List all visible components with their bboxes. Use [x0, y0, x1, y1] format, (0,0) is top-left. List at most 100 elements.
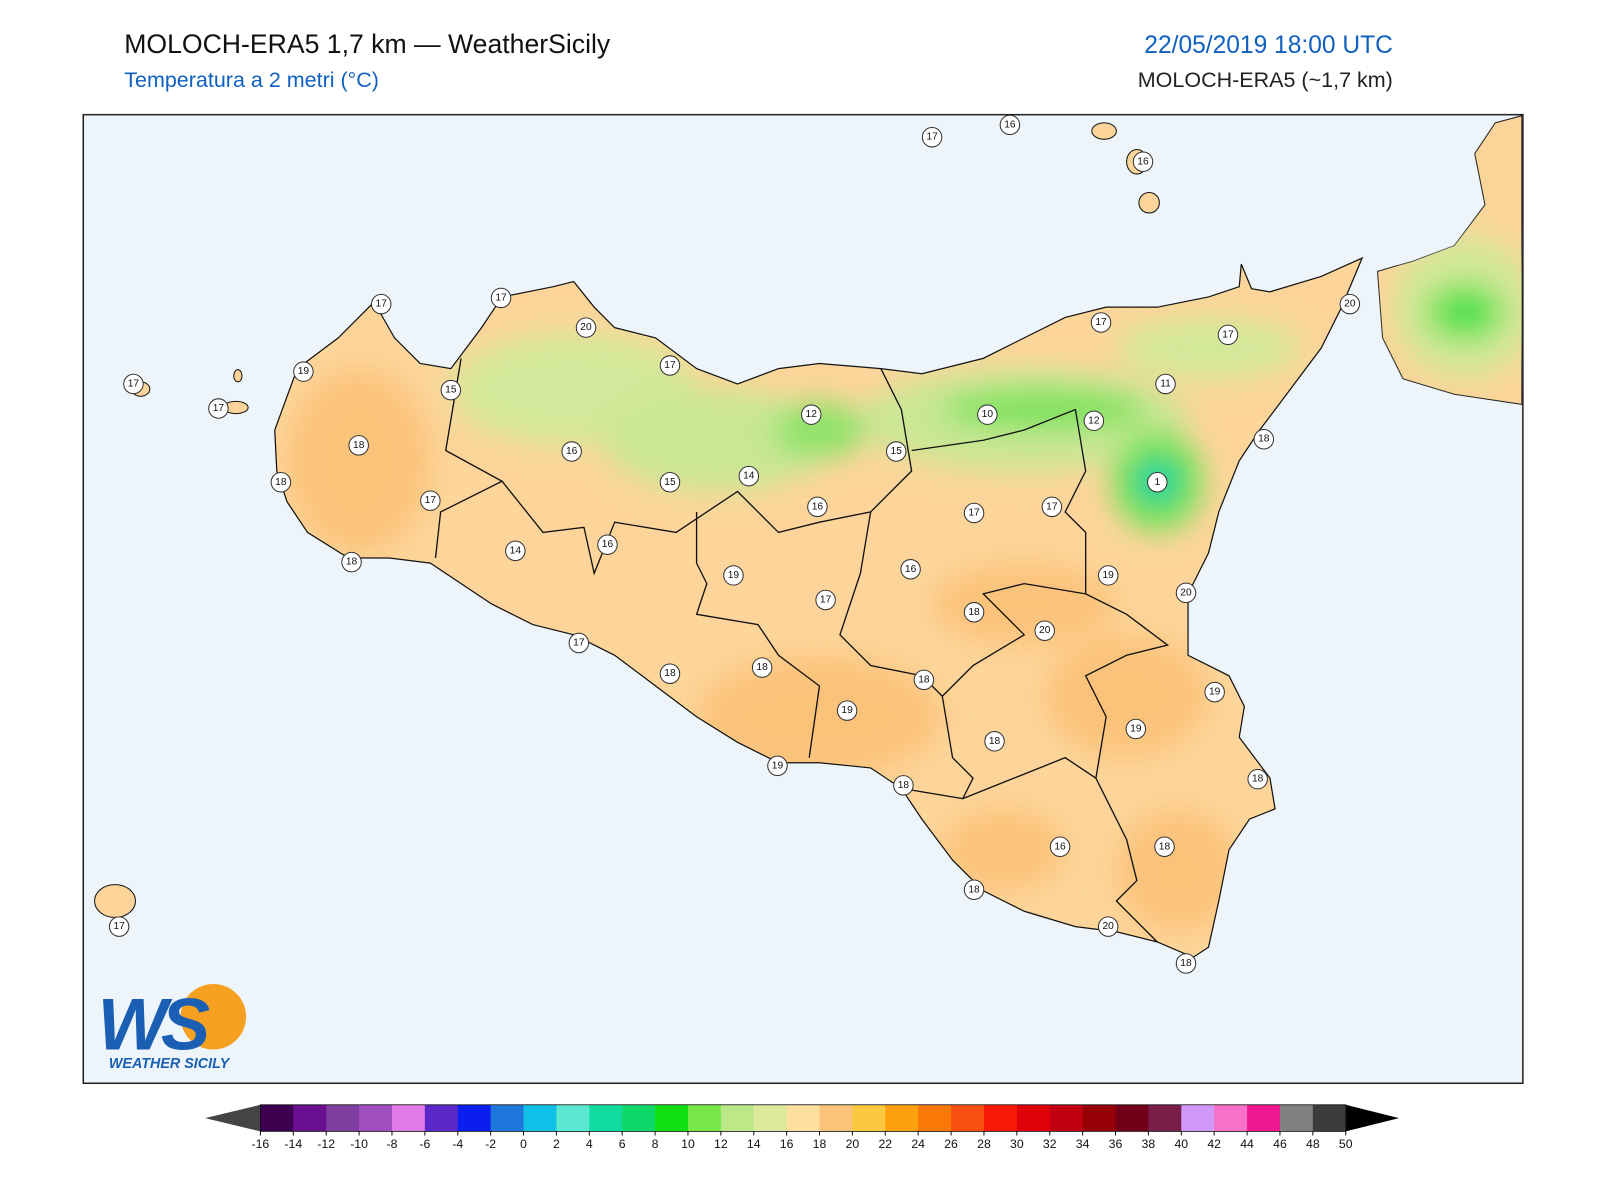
colorbar: -16 -14 -12 -10 -8 -6 -4 -2 0 2 4 6 8 10 12 14 16 18 20 22 2… — [205, 1104, 1399, 1151]
station-marker — [963, 879, 985, 900]
colorbar-swatch — [490, 1104, 525, 1132]
colorbar-tick-label: -12 — [317, 1137, 335, 1151]
station-value: 17 — [820, 595, 832, 606]
colorbar-swatch — [391, 1104, 426, 1132]
colorbar-tick-label: 6 — [619, 1137, 626, 1151]
colorbar-tick-label: 30 — [1010, 1137, 1024, 1151]
colorbar-swatch — [655, 1104, 689, 1132]
station-value: 17 — [213, 403, 225, 414]
station-marker — [963, 602, 985, 623]
station-value: 17 — [573, 638, 585, 649]
colorbar-swatch — [260, 1104, 294, 1132]
station-marker — [815, 589, 836, 611]
station-marker — [440, 379, 462, 401]
colorbar-swatch — [1148, 1104, 1182, 1132]
station-value: 17 — [1222, 329, 1234, 340]
logo-name: WEATHER SICILY — [109, 1056, 231, 1072]
station-marker — [1034, 620, 1055, 641]
station-marker — [1125, 718, 1147, 740]
colorbar-tick-label: 22 — [878, 1137, 892, 1151]
colorbar-tick-label: 0 — [520, 1137, 527, 1151]
colorbar-tick-label: 46 — [1273, 1137, 1287, 1151]
station-value: 19 — [1130, 724, 1142, 735]
colorbar-tick-label: -14 — [284, 1137, 302, 1151]
station-marker — [341, 551, 362, 573]
subtitle: Temperatura a 2 metri (°C) — [124, 68, 379, 92]
station-value: 16 — [602, 539, 614, 550]
colorbar-tick-label: -2 — [485, 1137, 496, 1151]
station-value: 19 — [1103, 570, 1115, 581]
map-frame — [82, 113, 1524, 1085]
logo-mark: WS — [98, 982, 210, 1065]
station-marker — [1097, 565, 1119, 586]
station-marker — [1253, 429, 1275, 450]
colorbar-tick-label: -6 — [419, 1137, 430, 1151]
colorbar-swatch — [1016, 1104, 1051, 1132]
logo-sun — [180, 983, 247, 1050]
station-value: 15 — [891, 446, 903, 457]
station-value: 20 — [1344, 299, 1356, 310]
station-marker — [801, 404, 822, 425]
station-value: 16 — [1004, 119, 1016, 130]
colorbar-tick-label: 32 — [1043, 1137, 1057, 1151]
colorbar-swatch — [1279, 1104, 1314, 1132]
colorbar-swatch — [1115, 1104, 1149, 1132]
station-value: 14 — [510, 545, 522, 556]
colorbar-tick-label: 42 — [1207, 1137, 1221, 1151]
station-value: 17 — [664, 360, 676, 371]
station-marker — [984, 731, 1005, 752]
colorbar-tick-label: -4 — [452, 1137, 463, 1151]
colorbar-tick-label: 34 — [1076, 1137, 1090, 1151]
colorbar-tick-label: 40 — [1174, 1137, 1188, 1151]
title: MOLOCH-ERA5 1,7 km — WeatherSicily — [124, 29, 611, 59]
station-value: 17 — [1095, 317, 1107, 328]
station-marker — [208, 398, 229, 419]
station-marker — [568, 632, 590, 654]
station-marker — [913, 669, 935, 691]
station-marker — [561, 441, 582, 462]
station-marker — [1083, 410, 1105, 432]
station-marker — [597, 534, 618, 555]
station-marker — [108, 916, 130, 937]
colorbar-swatch — [852, 1104, 886, 1132]
station-marker — [1247, 768, 1268, 790]
station-value: 17 — [128, 378, 140, 389]
station-value: 17 — [968, 507, 980, 518]
colorbar-tick-label: 18 — [813, 1137, 827, 1151]
colorbar-tick-label: 48 — [1306, 1137, 1320, 1151]
date: 22/05/2019 18:00 UTC — [1144, 32, 1393, 59]
station-value: 18 — [989, 736, 1001, 747]
station-value: 18 — [346, 557, 358, 568]
station-value: 11 — [1160, 378, 1171, 389]
colorbar-swatch — [918, 1104, 952, 1132]
colorbar-swatch — [1247, 1104, 1281, 1132]
colorbar-swatch — [622, 1104, 656, 1132]
station-marker — [1090, 312, 1112, 333]
colorbar-swatch — [687, 1104, 722, 1132]
colorbar-under — [205, 1104, 261, 1132]
colorbar-tick-label: 12 — [714, 1137, 728, 1151]
station-value: 17 — [1046, 501, 1058, 512]
station-marker — [751, 657, 773, 678]
station-marker — [767, 755, 788, 777]
station-marker — [659, 355, 681, 376]
station-marker — [370, 293, 392, 315]
station-marker — [738, 465, 760, 487]
station-value: 18 — [353, 440, 365, 451]
station-marker — [123, 373, 144, 395]
station-value: 20 — [580, 322, 592, 333]
colorbar-tick-label: 38 — [1142, 1137, 1156, 1151]
station-value: 19 — [1209, 687, 1221, 698]
colorbar-swatch — [589, 1104, 623, 1132]
colorbar-swatch — [424, 1104, 459, 1132]
station-value: 19 — [841, 705, 853, 716]
station-value: 18 — [898, 780, 910, 791]
colorbar-swatch — [523, 1104, 557, 1132]
station-value: 15 — [445, 385, 457, 396]
station-value: 17 — [495, 292, 507, 303]
station-value: 16 — [1054, 841, 1066, 852]
colorbar-swatch — [359, 1104, 393, 1132]
colorbar-tick-label: 14 — [747, 1137, 761, 1151]
station-marker — [490, 287, 512, 309]
